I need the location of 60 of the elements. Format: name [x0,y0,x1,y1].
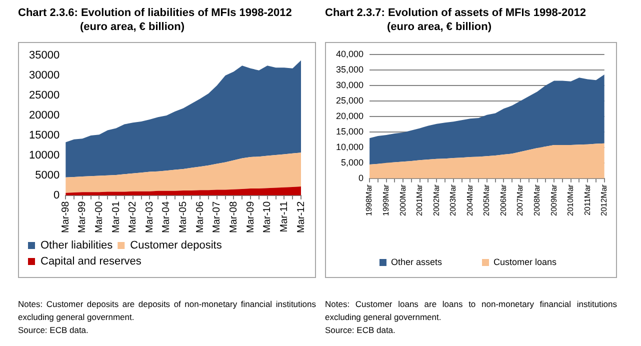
y-tick-label: 40,000 [336,48,364,59]
source-note: Source: ECB data. [18,324,90,337]
x-tick-label: 2000Mar [398,184,408,216]
x-tick-label: 2003Mar [448,184,458,216]
chart-subtitle: (euro area, € billion) [386,20,493,34]
x-tick-label: Mar-08 [228,200,240,234]
y-tick-label: 35000 [28,50,60,62]
text: Notes: Customer deposits are deposits of non-monetary financial institutions excluding general government. [18,298,316,324]
x-tick-label: Mar-06 [194,200,206,234]
source-note: Source: ECB data. [325,324,396,337]
chart-subtitle: (euro area, € billion) [79,20,186,34]
x-tick-label: Mar-11 [278,200,290,232]
y-tick-label: 0 [358,172,364,183]
y-tick-label: 10000 [28,149,60,162]
legend-label: Customer loans [493,256,558,267]
x-tick-label: Mar-99 [77,200,88,234]
x-tick-label: 2008Mar [532,184,542,216]
x-tick-label: 2002Mar [432,184,441,216]
x-tick-label: 2012Mar [600,184,609,216]
x-tick-label: Mar-01 [110,200,122,234]
x-tick-label: 2005Mar [482,184,492,216]
x-tick-label: Mar-09 [245,200,256,234]
x-tick-label: Mar-12 [296,200,307,234]
x-tick-label: 2009Mar [549,184,558,216]
x-tick-label: 2006Mar [498,184,508,216]
y-tick-label: 20000 [28,110,60,122]
x-tick-label: 1998Mar [364,184,374,216]
legend-label: Other assets [390,256,442,267]
y-tick-label: 25000 [28,90,60,102]
y-tick-label: 5000 [35,169,60,182]
y-tick-label: 10,000 [336,142,364,152]
y-tick-label: 20,000 [336,110,364,121]
x-tick-label: Mar-07 [212,200,223,234]
y-tick-label: 0 [53,189,60,202]
y-tick-label: 30000 [28,70,60,82]
x-tick-label: 2001Mar [415,184,424,216]
x-tick-label: 2007Mar [516,184,525,216]
x-tick-label: Mar-05 [178,200,190,234]
x-tick-label: Mar-03 [144,200,156,234]
x-tick-label: Mar-04 [161,200,172,234]
x-tick-label: Mar-02 [128,200,139,234]
x-tick-label: 2010Mar [566,184,576,216]
chart-title: Chart 2.3.6: Evolution of liabilities of MFIs 1998-2012 [18,6,293,20]
y-tick-label: 5,000 [340,157,364,168]
legend-label: Other liabilities [40,240,114,252]
y-tick-label: 15,000 [336,126,364,136]
chart-title: Chart 2.3.7: Evolution of assets of MFIs 1998-2012 [325,6,588,20]
y-tick-label: 15000 [28,129,60,142]
y-tick-label: 25,000 [336,95,364,106]
legend-label: Capital and reserves [40,256,142,268]
x-tick-label: 1999Mar [382,184,391,216]
legend-label: Customer deposits [130,240,222,252]
text: Notes: Customer loans are loans to non-monetary financial institutions excluding general government. [325,298,617,324]
x-tick-label: Mar-10 [262,200,274,234]
x-tick-label: 2011Mar [582,184,592,216]
x-tick-label: Mar-00 [94,200,105,234]
x-tick-label: Mar-98 [60,200,72,234]
y-tick-label: 30,000 [336,80,364,90]
y-tick-label: 35,000 [336,64,364,74]
x-tick-label: 2004Mar [465,184,474,216]
